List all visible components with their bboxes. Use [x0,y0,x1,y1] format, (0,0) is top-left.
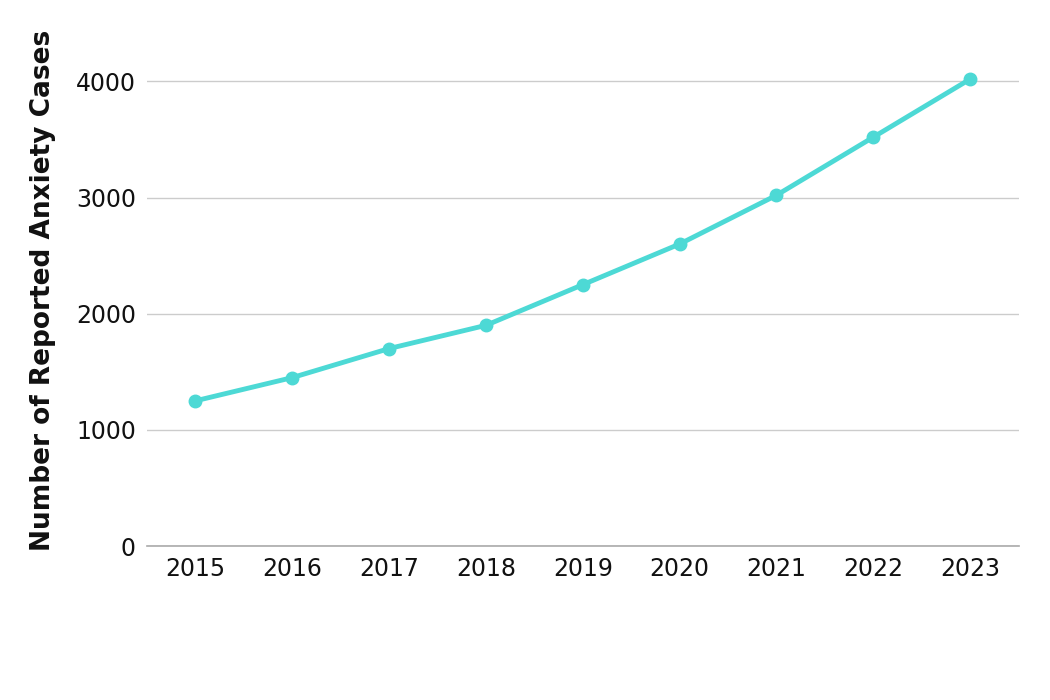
Y-axis label: Number of Reported Anxiety Cases: Number of Reported Anxiety Cases [30,30,57,551]
